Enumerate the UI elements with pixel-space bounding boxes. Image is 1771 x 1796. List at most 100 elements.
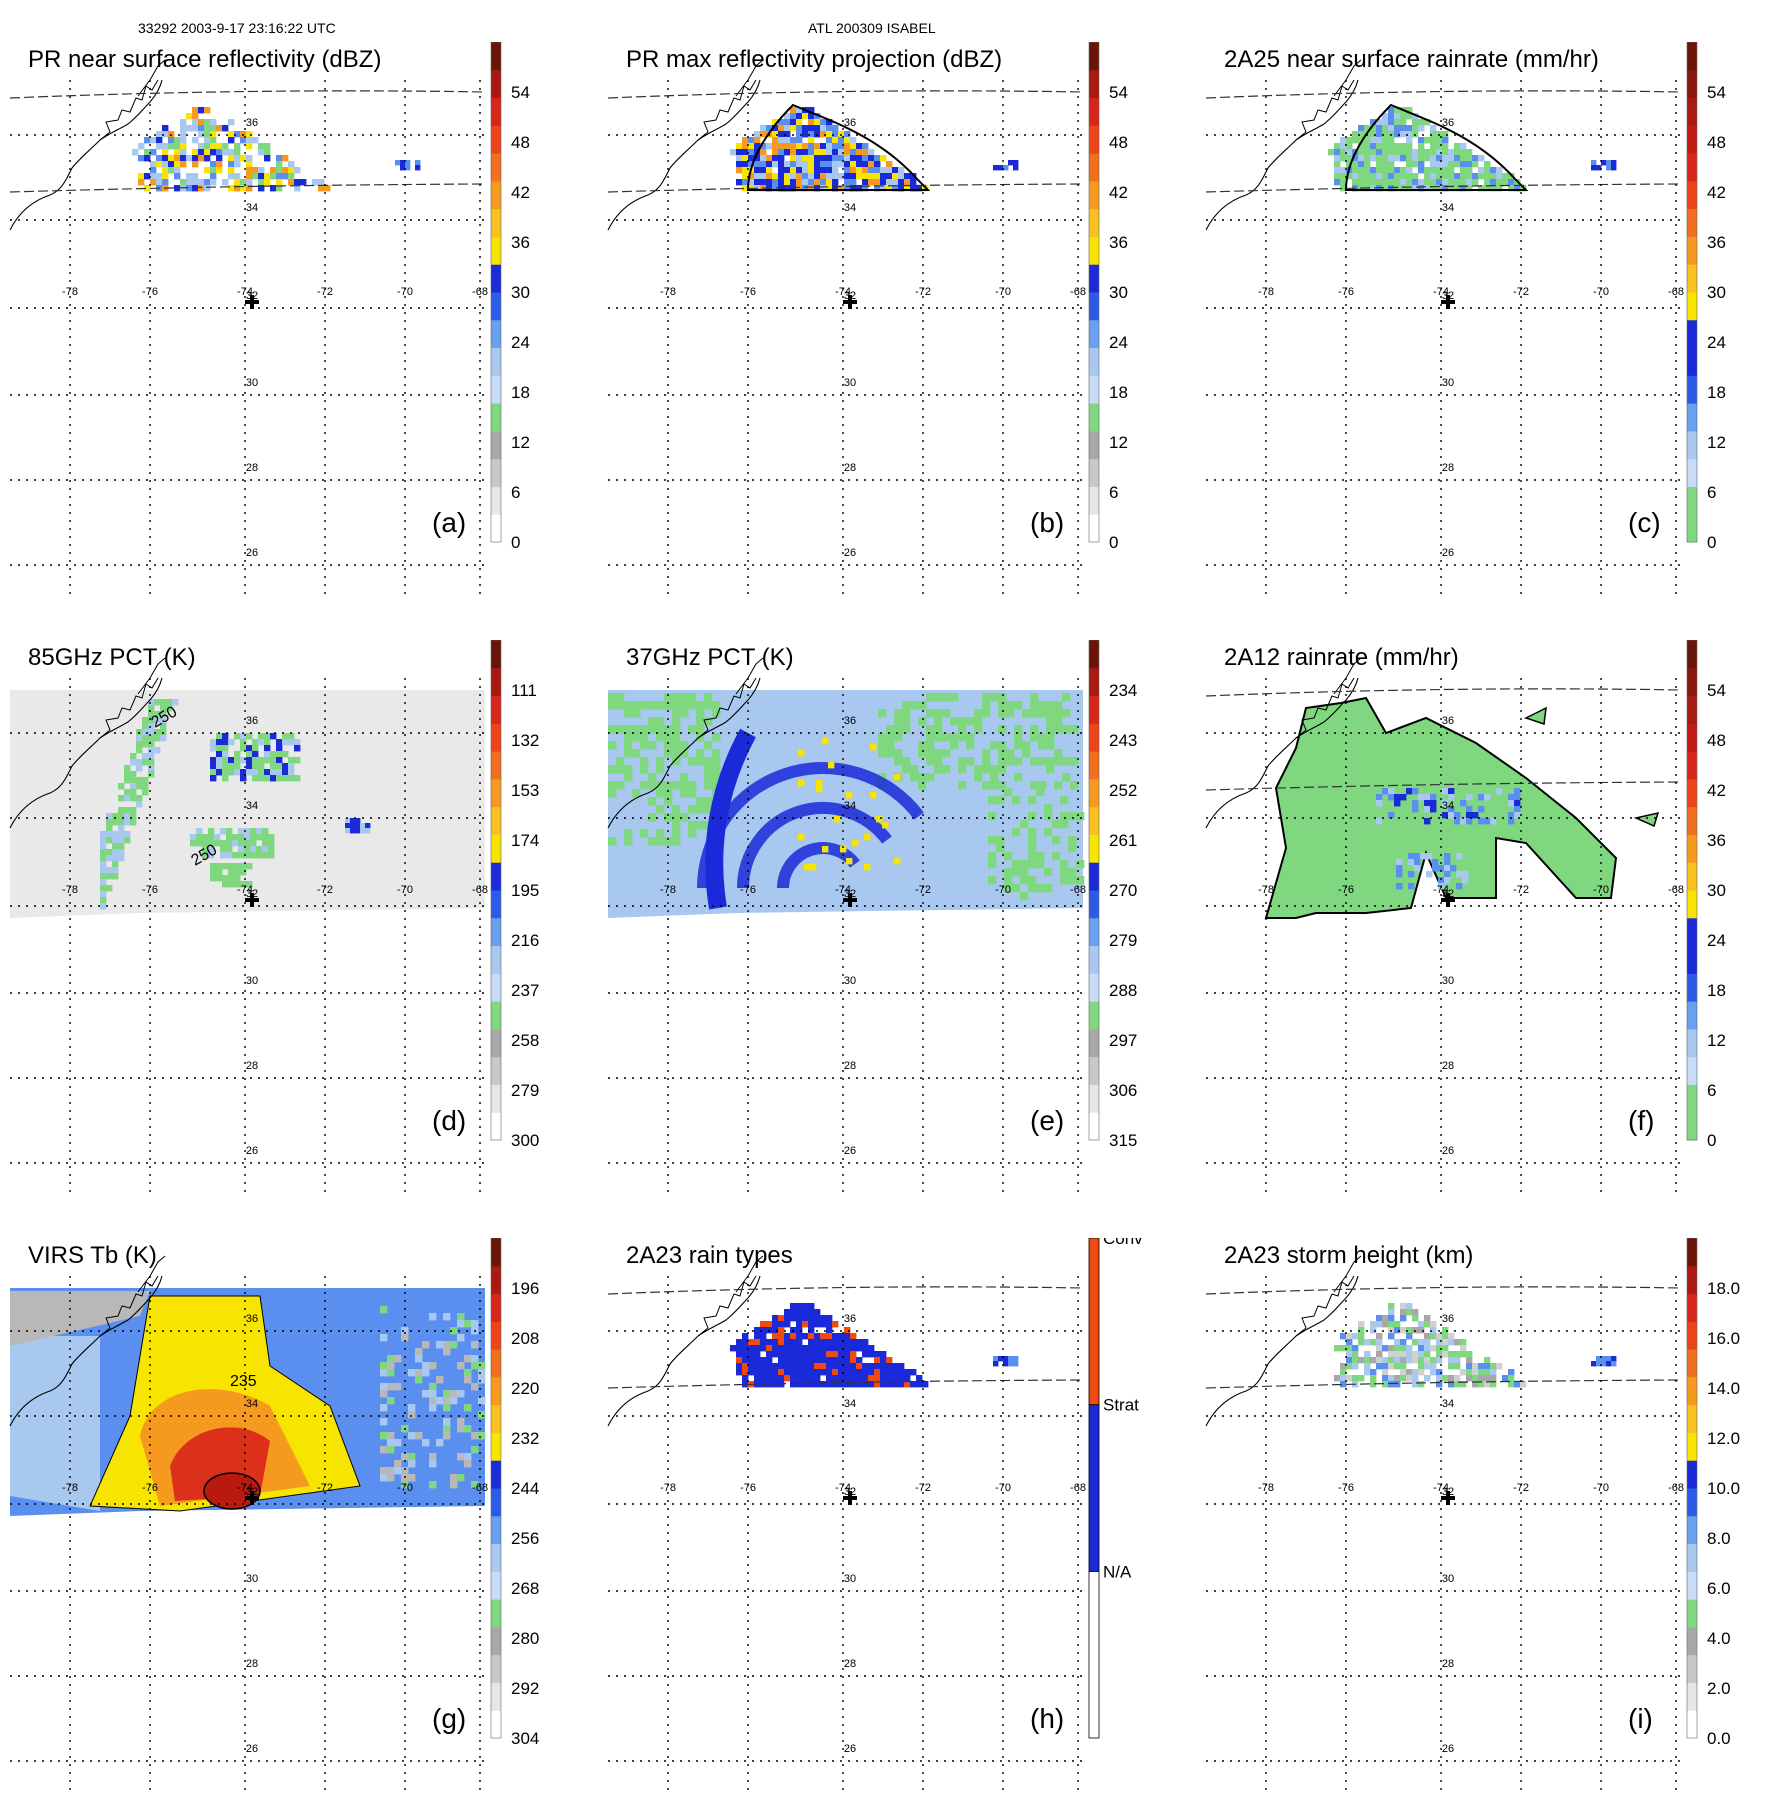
rain-pixel [998, 749, 1007, 758]
colorbar-segment [491, 1265, 501, 1295]
rain-pixel [1412, 1339, 1419, 1346]
colorbar-segment [491, 667, 501, 697]
rain-pixel [1418, 1369, 1425, 1376]
rain-pixel [282, 173, 289, 180]
rain-pixel [1408, 859, 1415, 866]
lat-label: 36 [1442, 1313, 1454, 1325]
rain-pixel [814, 131, 821, 138]
rain-pixel [415, 1348, 423, 1356]
rain-pixel [264, 155, 271, 162]
rain-pixel [1364, 173, 1371, 180]
lon-label: -74 [835, 1482, 851, 1494]
rain-pixel [910, 773, 919, 782]
rain-pixel [1388, 812, 1395, 819]
rain-pixel [1460, 1369, 1467, 1376]
rain-pixel [1424, 1375, 1431, 1382]
rain-pixel [1424, 1321, 1431, 1328]
rain-pixel [1424, 1345, 1431, 1352]
rain-pixel [796, 185, 803, 192]
colorbar-label: 0 [1707, 1131, 1716, 1150]
colorbar-segment [1089, 1001, 1099, 1030]
rain-pixel [422, 1362, 430, 1370]
lon-label: -70 [995, 286, 1011, 298]
rain-pixel [958, 725, 967, 734]
colorbar-label: 6 [1109, 483, 1118, 502]
rain-pixel [1376, 800, 1383, 807]
colorbar-segment [1089, 945, 1099, 974]
contour-label: 235 [230, 1373, 257, 1390]
rain-pixel [154, 729, 161, 736]
colorbar-label: 4.0 [1707, 1629, 1731, 1648]
rain-pixel [616, 693, 625, 702]
rain-pixel [136, 801, 143, 808]
colorbar-segment [491, 486, 501, 515]
rain-pixel [387, 1467, 395, 1475]
colorbar-label: 234 [1109, 681, 1137, 700]
panel-g-map: 235-78-76-74-72-70-68363432302826 [9, 1255, 488, 1796]
rain-pixel [934, 693, 943, 702]
rain-pixel [198, 125, 205, 132]
rain-pixel [1060, 812, 1069, 821]
rain-pixel [790, 1369, 797, 1376]
rain-pixel [464, 1425, 472, 1433]
rain-pixel [998, 781, 1007, 790]
rain-pixel [742, 1339, 749, 1346]
rain-pixel [1454, 1381, 1461, 1388]
rain-pixel [288, 179, 295, 186]
rain-pixel [222, 733, 229, 740]
lon-label: -70 [397, 1482, 413, 1494]
rain-pixel [1352, 1333, 1359, 1340]
rain-pixel [950, 741, 959, 750]
rain-pixel [1364, 1357, 1371, 1364]
rain-pixel [736, 1369, 743, 1376]
rain-pixel [226, 828, 233, 835]
rain-pixel [208, 846, 215, 853]
colorbar-segment [1687, 458, 1697, 487]
rain-pixel [1030, 781, 1039, 790]
rain-pixel [844, 173, 851, 180]
rain-pixel [1406, 1303, 1413, 1310]
rain-pixel [1418, 1357, 1425, 1364]
coastline [9, 657, 166, 829]
rain-pixel [796, 161, 803, 168]
rain-pixel [216, 149, 223, 156]
rain-pixel [1406, 107, 1413, 114]
lon-label: -72 [317, 1482, 333, 1494]
rain-pixel [1444, 865, 1451, 872]
rain-pixel [778, 1345, 785, 1352]
rain-pixel [1442, 1333, 1449, 1340]
rain-pixel [834, 816, 841, 823]
rain-pixel [1394, 179, 1401, 186]
cross-vertical [1446, 295, 1450, 309]
rain-pixel [1496, 185, 1503, 192]
rain-pixel [874, 1363, 881, 1370]
lon-label: -68 [1668, 1482, 1684, 1494]
rain-pixel [1436, 1369, 1443, 1376]
lat-label: 30 [246, 377, 258, 389]
rain-pixel [1448, 1339, 1455, 1346]
rain-pixel [1412, 155, 1419, 162]
rain-pixel [1412, 1315, 1419, 1322]
rain-pixel [1406, 125, 1413, 132]
rain-pixel [252, 173, 259, 180]
lon-label: -72 [1513, 286, 1529, 298]
rain-pixel [656, 733, 665, 742]
rain-pixel [1364, 179, 1371, 186]
rain-pixel [760, 155, 767, 162]
rain-pixel [471, 1320, 479, 1328]
rain-pixel [742, 1375, 749, 1382]
rain-pixel [1352, 155, 1359, 162]
rain-pixel [748, 173, 755, 180]
colorbar-segment [1089, 1056, 1099, 1085]
colorbar-segment [1088, 1570, 1100, 1739]
rain-pixel [766, 1369, 773, 1376]
rain-pixel [772, 1315, 779, 1322]
rain-pixel [216, 155, 223, 162]
colorbar-segment [1687, 319, 1697, 349]
rain-pixel [1364, 143, 1371, 150]
rain-pixel [1424, 1351, 1431, 1358]
rain-pixel [838, 1351, 845, 1358]
rain-pixel [130, 813, 137, 820]
rain-pixel [150, 137, 157, 144]
rain-pixel [144, 149, 151, 156]
